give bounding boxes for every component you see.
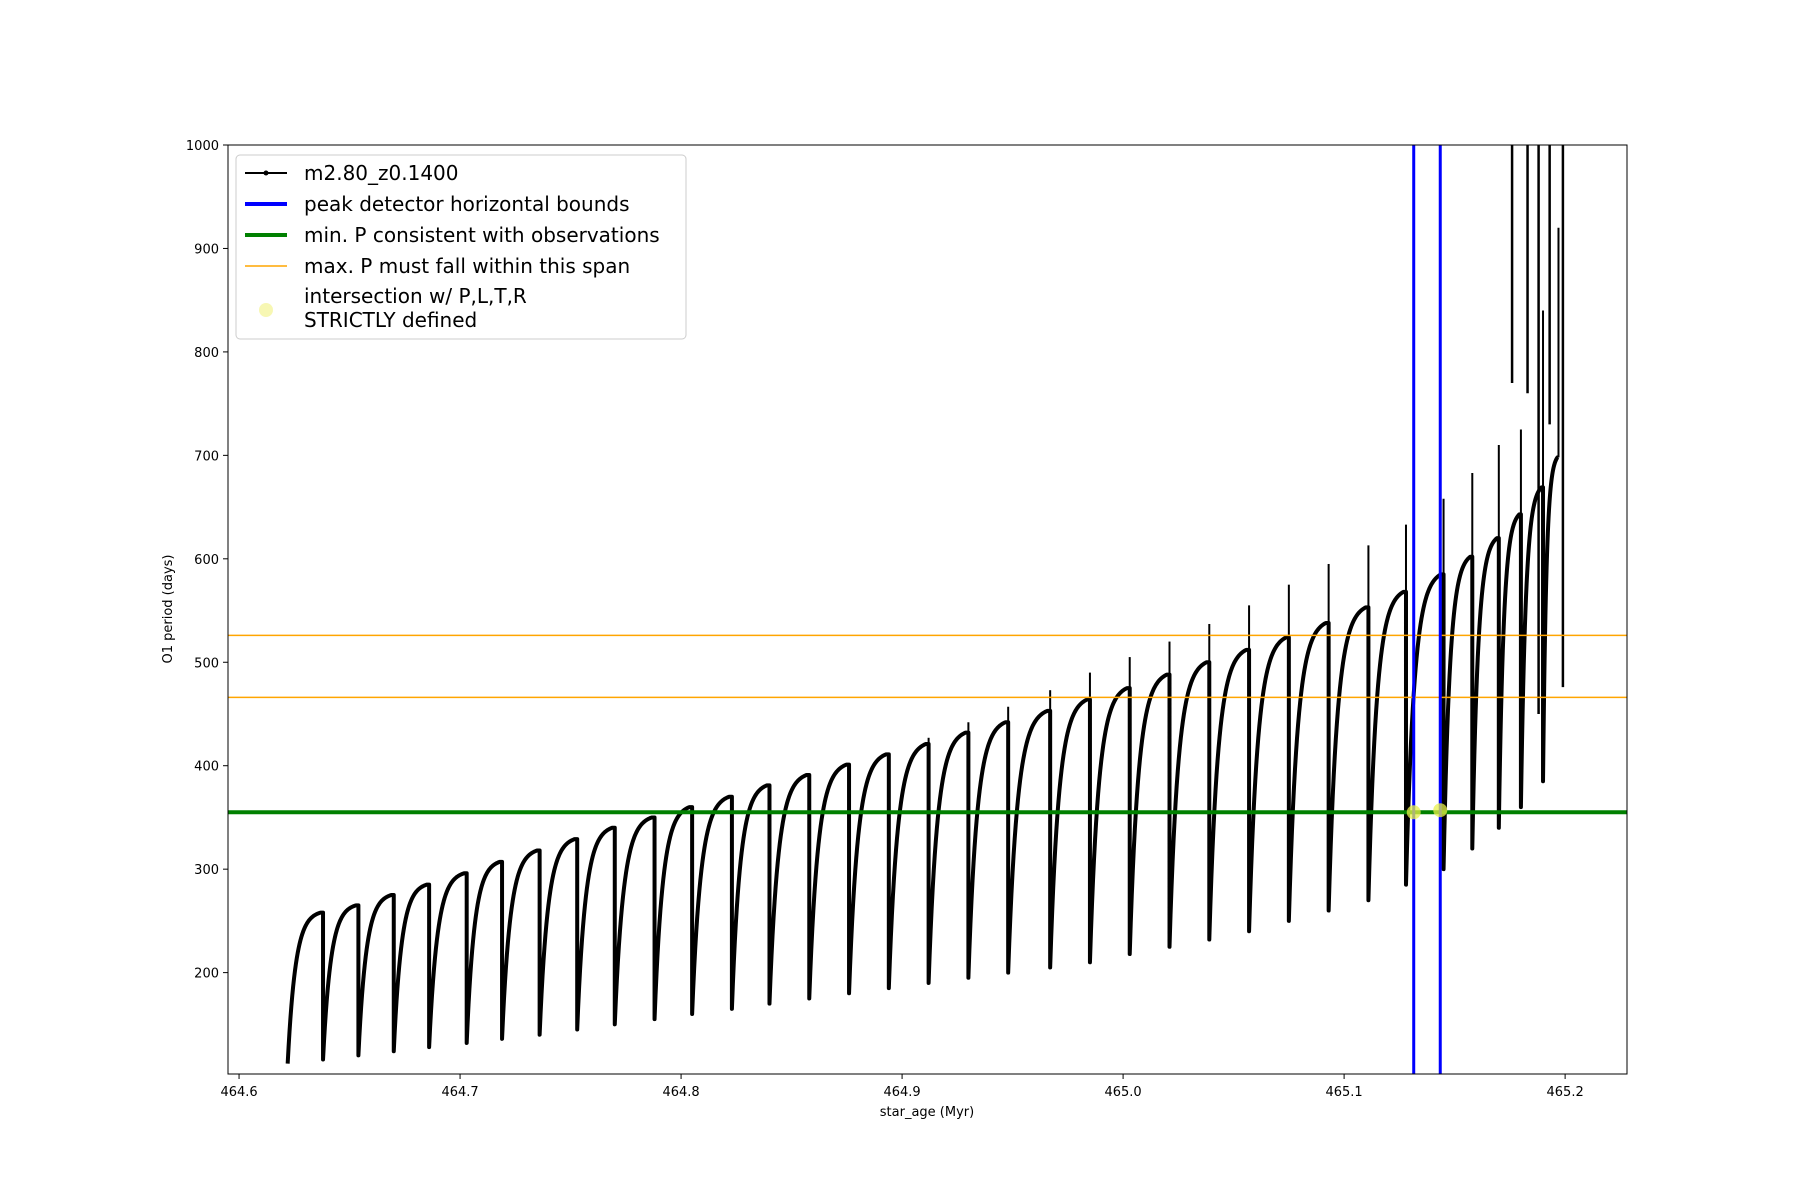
reference-lines-layer [228,145,1627,1074]
y-tick-label: 600 [194,553,219,568]
legend-label-series: m2.80_z0.1400 [304,161,459,185]
y-tick-label: 500 [194,656,219,671]
y-tick-label: 900 [194,242,219,257]
plot-frame [227,144,1628,1075]
y-tick-label: 700 [194,449,219,464]
legend: m2.80_z0.1400 peak detector horizontal b… [235,154,687,340]
legend-swatch-marker [263,170,269,176]
data-layer [285,145,1565,1064]
legend-label-max-p-span: max. P must fall within this span [304,254,630,278]
y-tick-label: 1000 [186,139,219,154]
legend-swatch-intersection [259,303,273,317]
legend-label-min-p: min. P consistent with observations [304,223,660,247]
legend-label-intersection-line1: intersection w/ P,L,T,R [304,284,527,308]
y-tick-label: 300 [194,863,219,878]
x-tick-label: 464.6 [220,1085,257,1100]
legend-box [235,154,687,340]
x-axis-ticks: 464.6 464.7 464.8 464.9 465.0 465.1 465.2 [220,1074,1584,1100]
y-axis-label: O1 period (days) [161,554,176,663]
y-tick-label: 200 [194,967,219,982]
intersection-point [1433,803,1448,818]
y-tick-label: 400 [194,760,219,775]
y-axis-ticks: 200 300 400 500 600 700 800 900 1000 [186,139,228,982]
legend-label-peak-bounds: peak detector horizontal bounds [304,192,630,216]
y-tick-label: 800 [194,346,219,361]
x-tick-label: 465.0 [1104,1085,1141,1100]
x-tick-label: 465.1 [1325,1085,1362,1100]
x-tick-label: 464.8 [662,1085,699,1100]
x-axis-label: star_age (Myr) [880,1105,974,1120]
series-line [285,455,1560,1064]
x-tick-label: 464.9 [883,1085,920,1100]
x-tick-label: 465.2 [1547,1085,1584,1100]
legend-label-intersection-line2: STRICTLY defined [304,308,477,332]
x-tick-label: 464.7 [441,1085,478,1100]
intersection-point [1406,805,1421,820]
